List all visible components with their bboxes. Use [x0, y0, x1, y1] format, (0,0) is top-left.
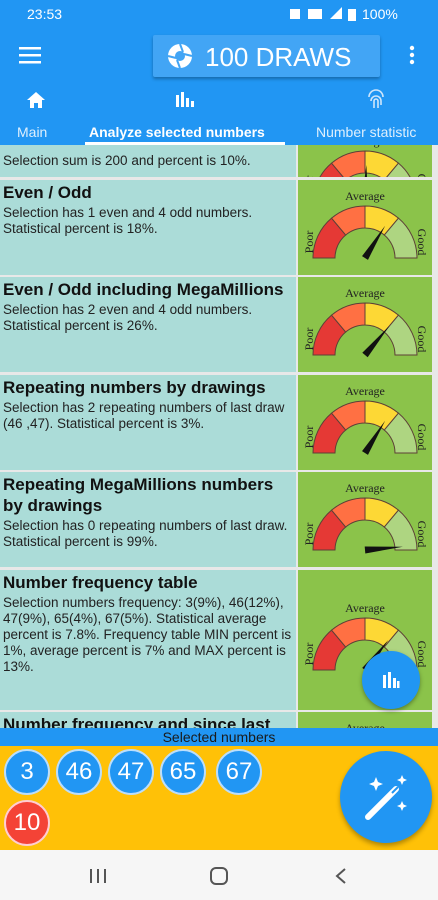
gauge: Average Poor Good [298, 375, 432, 470]
gauge-poor: Poor [302, 176, 316, 177]
card: Repeating numbers by drawings Selection h… [0, 375, 434, 470]
gauge: Average Poor Good [298, 145, 432, 177]
card: Repeating MegaMillions numbers by drawin… [0, 472, 434, 567]
draws-button[interactable]: 100 DRAWS [153, 35, 380, 77]
magic-fab[interactable] [340, 751, 432, 843]
gauge-good: Good [415, 641, 429, 668]
gauge-svg: Average Poor Good [302, 145, 429, 177]
app-title: 100 DRAWS [205, 42, 352, 72]
nav-bar [0, 850, 438, 900]
number-ball: 67 [216, 749, 262, 795]
gauge-average: Average [345, 384, 385, 398]
number-ball: 46 [56, 749, 102, 795]
gauge-needle [364, 165, 368, 177]
card-title: Repeating numbers by drawings [3, 378, 266, 397]
gauge-poor: Poor [302, 643, 316, 666]
card: Even / Odd Selection has 1 even and 4 odd… [0, 180, 434, 275]
tab[interactable]: Number statistic [316, 124, 417, 140]
gauge: Average Poor Good [298, 472, 432, 567]
gauge-average: Average [345, 481, 385, 495]
gauge-needle [362, 420, 386, 455]
header: 23:53 100% 100 DRAWS Main Analyze select… [0, 0, 438, 145]
gauge-svg: Average Poor Good [302, 481, 429, 554]
gauge-segment [386, 162, 411, 177]
gauge-poor: Poor [302, 328, 316, 351]
gauge-average: Average [345, 286, 385, 300]
gauge-segment [383, 509, 418, 551]
menu-button[interactable] [19, 46, 41, 64]
tab[interactable]: Main [17, 124, 48, 140]
card: Selection sum is 200 and percent is 10%.… [0, 145, 434, 177]
gauge-svg: Average Poor Good [302, 189, 429, 260]
card-text: Selection has 1 even and 4 odd numbers. … [3, 205, 253, 236]
status-icons [290, 7, 356, 21]
card-text: Selection sum is 200 and percent is 10%. [3, 153, 251, 168]
gauge-good: Good [415, 424, 429, 451]
gauge-svg: Average Poor Good [302, 384, 429, 455]
card-title: Even / Odd [3, 183, 92, 202]
card-title: Number frequency table [3, 573, 198, 592]
gauge-svg: Average Poor Good [302, 286, 429, 358]
gauge-good: Good [415, 174, 429, 177]
gauge-good: Good [415, 229, 429, 256]
gauge-poor: Poor [302, 231, 316, 254]
home-icon [27, 92, 45, 108]
gauge-segment [383, 217, 418, 259]
chart-fab[interactable] [362, 651, 420, 709]
overflow-menu[interactable] [408, 45, 416, 65]
chart-icon [176, 92, 194, 107]
gauge: Average Poor Good [298, 180, 432, 275]
gauge-average: Average [345, 601, 385, 615]
card-text: Selection numbers frequency: 3(9%), 46(1… [3, 595, 292, 674]
gauge-needle [362, 325, 390, 358]
home-button[interactable] [209, 866, 229, 886]
card-title: Repeating MegaMillions numbers by drawin… [3, 475, 274, 515]
selected-panel: 3 46 47 65 67 10 [0, 746, 438, 850]
number-ball: 65 [160, 749, 206, 795]
fingerprint-icon [368, 89, 384, 108]
number-ball: 3 [4, 749, 50, 795]
aperture-icon [167, 43, 193, 69]
card-title: Even / Odd including MegaMillions [3, 280, 284, 299]
gauge-poor: Poor [302, 426, 316, 449]
gauge-segment [383, 314, 418, 356]
fab-icon [383, 672, 400, 688]
time: 23:53 [27, 6, 63, 22]
gauge-good: Good [415, 326, 429, 353]
card: Number frequency table Selection numbers … [0, 570, 434, 710]
gauge-average: Average [345, 145, 385, 148]
battery: 100% [362, 6, 398, 22]
tab-indicator [85, 142, 285, 145]
gauge-poor: Poor [302, 523, 316, 546]
gauge-average: Average [345, 721, 385, 728]
number-ball: 47 [108, 749, 154, 795]
gauge: Average Poor Good [298, 277, 432, 372]
gauge-needle [364, 546, 403, 554]
recent-button[interactable] [88, 867, 108, 885]
gauge-good: Good [415, 521, 429, 548]
card-text: Selection has 2 repeating numbers of las… [3, 400, 285, 431]
back-button[interactable] [334, 867, 348, 885]
card-text: Selection has 0 repeating numbers of las… [3, 518, 288, 549]
analysis-list: Selection sum is 200 and percent is 10%.… [0, 145, 438, 728]
gauge-average: Average [345, 189, 385, 203]
card-text: Selection has 2 even and 4 odd numbers. … [3, 302, 253, 333]
card-title: Number frequency and since last [3, 715, 271, 728]
gauge-needle [362, 225, 386, 260]
gauge-segment [383, 412, 418, 454]
card: Number frequency and since last AveragePo… [0, 712, 434, 728]
selected-label: Selected numbers [0, 728, 438, 746]
card: Even / Odd including MegaMillions Selecti… [0, 277, 434, 372]
mega-ball: 10 [4, 800, 50, 846]
wand-icon [365, 775, 407, 820]
tab-active[interactable]: Analyze selected numbers [89, 124, 265, 140]
